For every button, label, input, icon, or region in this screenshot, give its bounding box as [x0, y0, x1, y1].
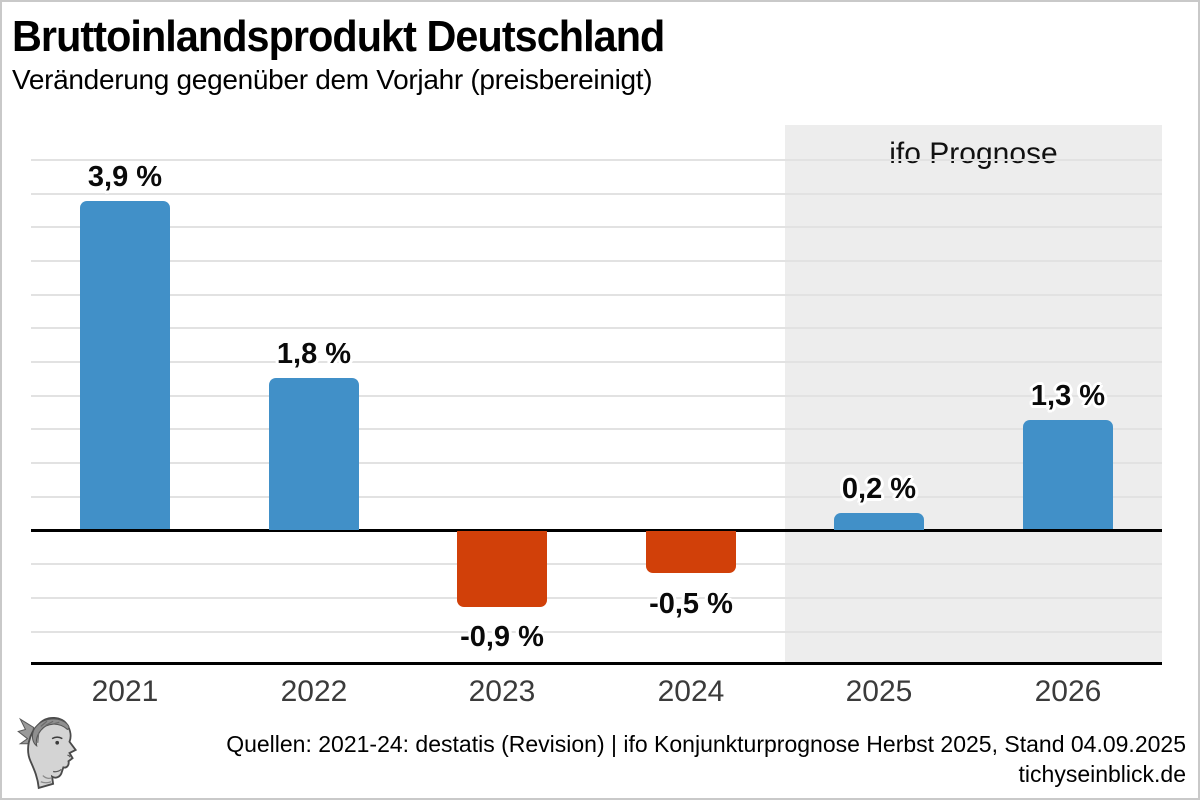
bar-2024 [646, 531, 736, 573]
chart-title: Bruttoinlandsprodukt Deutschland [12, 12, 665, 61]
gridline [31, 496, 1162, 498]
forecast-band-label: ifo Prognose [889, 137, 1058, 170]
x-tick-2022: 2022 [280, 675, 348, 708]
bar-2021 [80, 201, 170, 529]
sources-text: Quellen: 2021-24: destatis (Revision) | … [226, 731, 1186, 757]
footer-sources: Quellen: 2021-24: destatis (Revision) | … [226, 729, 1186, 789]
value-label-2021: 3,9 % [87, 161, 163, 193]
tichys-einblick-head-logo [17, 716, 78, 790]
x-tick-2023: 2023 [468, 675, 536, 708]
value-label-2026: 1,3 % [1030, 380, 1106, 412]
gridline [31, 631, 1162, 633]
bar-2026 [1023, 420, 1113, 529]
gridline [31, 597, 1162, 599]
chart-subtitle: Veränderung gegenüber dem Vorjahr (preis… [12, 64, 653, 95]
x-tick-2021: 2021 [91, 675, 159, 708]
gridline [31, 226, 1162, 228]
gridline [31, 361, 1162, 363]
x-tick-2025: 2025 [845, 675, 913, 708]
value-label-2022: 1,8 % [276, 338, 352, 370]
x-tick-2026: 2026 [1034, 675, 1102, 708]
gridline [31, 428, 1162, 430]
bar-2023 [457, 531, 547, 607]
bar-2025 [834, 513, 924, 530]
x-tick-2024: 2024 [657, 675, 725, 708]
gridline [31, 193, 1162, 195]
gridline [31, 159, 1162, 161]
gridline [31, 563, 1162, 565]
zero-axis-line [31, 529, 1162, 532]
value-label-2025: 0,2 % [841, 473, 917, 505]
value-label-2024: -0,5 % [649, 588, 733, 620]
site-name: tichyseinblick.de [1018, 761, 1186, 787]
x-axis-line [31, 662, 1162, 665]
gridline [31, 260, 1162, 262]
value-label-2023: -0,9 % [460, 621, 544, 653]
gridline [31, 395, 1162, 397]
gridline [31, 327, 1162, 329]
bar-2022 [269, 378, 359, 530]
gridline [31, 462, 1162, 464]
gridline [31, 294, 1162, 296]
